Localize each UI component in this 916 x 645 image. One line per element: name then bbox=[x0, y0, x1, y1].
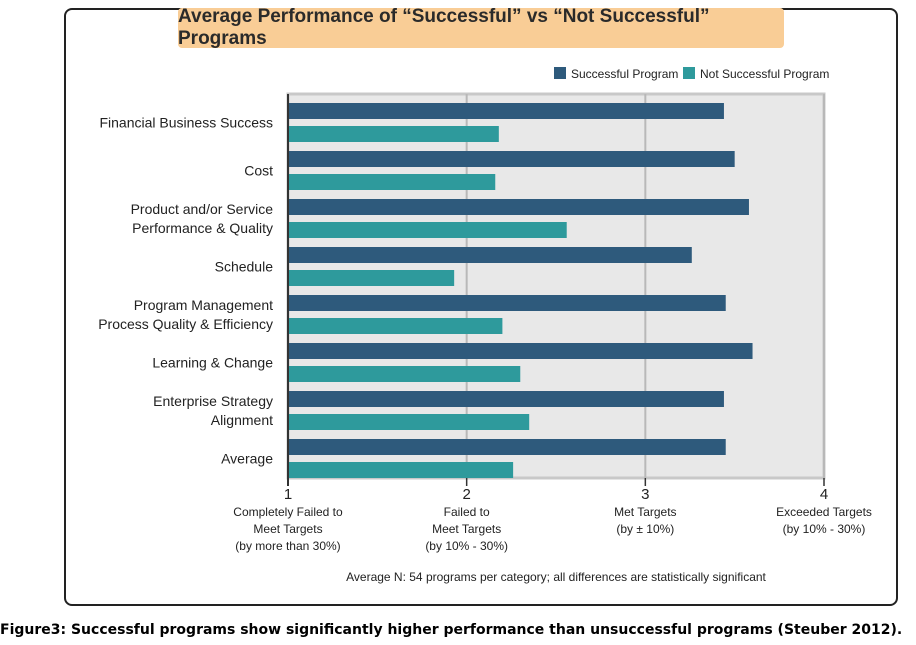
tick-desc-1-0: Completely Failed to bbox=[233, 505, 343, 519]
category-label-7: Average bbox=[221, 451, 273, 467]
legend-swatch-not-successful bbox=[683, 67, 695, 79]
bar-successful-2 bbox=[288, 199, 749, 215]
category-label-6-line-1: Alignment bbox=[211, 412, 273, 428]
category-label-2-line-0: Product and/or Service bbox=[131, 201, 274, 217]
legend-label-not-successful: Not Successful Program bbox=[700, 67, 829, 81]
bar-not-successful-7 bbox=[288, 462, 514, 478]
category-label-6-line-0: Enterprise Strategy bbox=[153, 393, 273, 409]
bar-successful-1 bbox=[288, 151, 735, 167]
bar-successful-0 bbox=[288, 103, 724, 119]
legend-swatch-successful bbox=[554, 67, 566, 79]
chart-title: Average Performance of “Successful” vs “… bbox=[178, 6, 784, 49]
tick-desc-2-2: (by 10% - 30%) bbox=[425, 539, 508, 553]
bar-not-successful-1 bbox=[288, 174, 496, 190]
bar-successful-6 bbox=[288, 391, 724, 407]
category-label-4-line-0: Program Management bbox=[134, 297, 273, 313]
bar-successful-4 bbox=[288, 295, 726, 311]
category-label-1: Cost bbox=[244, 163, 273, 179]
tick-desc-1-1: Meet Targets bbox=[253, 522, 322, 536]
tick-desc-3-1: (by ± 10%) bbox=[616, 522, 674, 536]
tick-label-3: 3 bbox=[641, 486, 649, 503]
bar-not-successful-5 bbox=[288, 366, 521, 382]
category-label-0: Financial Business Success bbox=[99, 115, 273, 131]
tick-desc-2-1: Meet Targets bbox=[432, 522, 501, 536]
tick-label-1: 1 bbox=[284, 486, 292, 503]
bar-not-successful-0 bbox=[288, 126, 499, 142]
bar-successful-3 bbox=[288, 247, 692, 263]
category-label-2-line-1: Performance & Quality bbox=[132, 220, 273, 236]
category-label-3: Schedule bbox=[215, 259, 274, 275]
category-label-4-line-1: Process Quality & Efficiency bbox=[98, 316, 273, 332]
figure-caption: Figure3: Successful programs show signif… bbox=[0, 622, 903, 638]
chart-note: Average N: 54 programs per category; all… bbox=[346, 570, 766, 584]
tick-label-4: 4 bbox=[820, 486, 828, 503]
bar-not-successful-2 bbox=[288, 222, 567, 238]
tick-label-2: 2 bbox=[462, 486, 470, 503]
tick-desc-2-0: Failed to bbox=[444, 505, 490, 519]
tick-desc-3-0: Met Targets bbox=[614, 505, 676, 519]
category-label-5: Learning & Change bbox=[152, 355, 273, 371]
legend-label-successful: Successful Program bbox=[571, 67, 678, 81]
tick-desc-4-0: Exceeded Targets bbox=[776, 505, 872, 519]
bar-successful-5 bbox=[288, 343, 753, 359]
bar-successful-7 bbox=[288, 439, 726, 455]
bar-not-successful-3 bbox=[288, 270, 455, 286]
tick-desc-4-1: (by 10% - 30%) bbox=[783, 522, 866, 536]
bar-not-successful-6 bbox=[288, 414, 530, 430]
bar-not-successful-4 bbox=[288, 318, 503, 334]
tick-desc-1-2: (by more than 30%) bbox=[235, 539, 340, 553]
